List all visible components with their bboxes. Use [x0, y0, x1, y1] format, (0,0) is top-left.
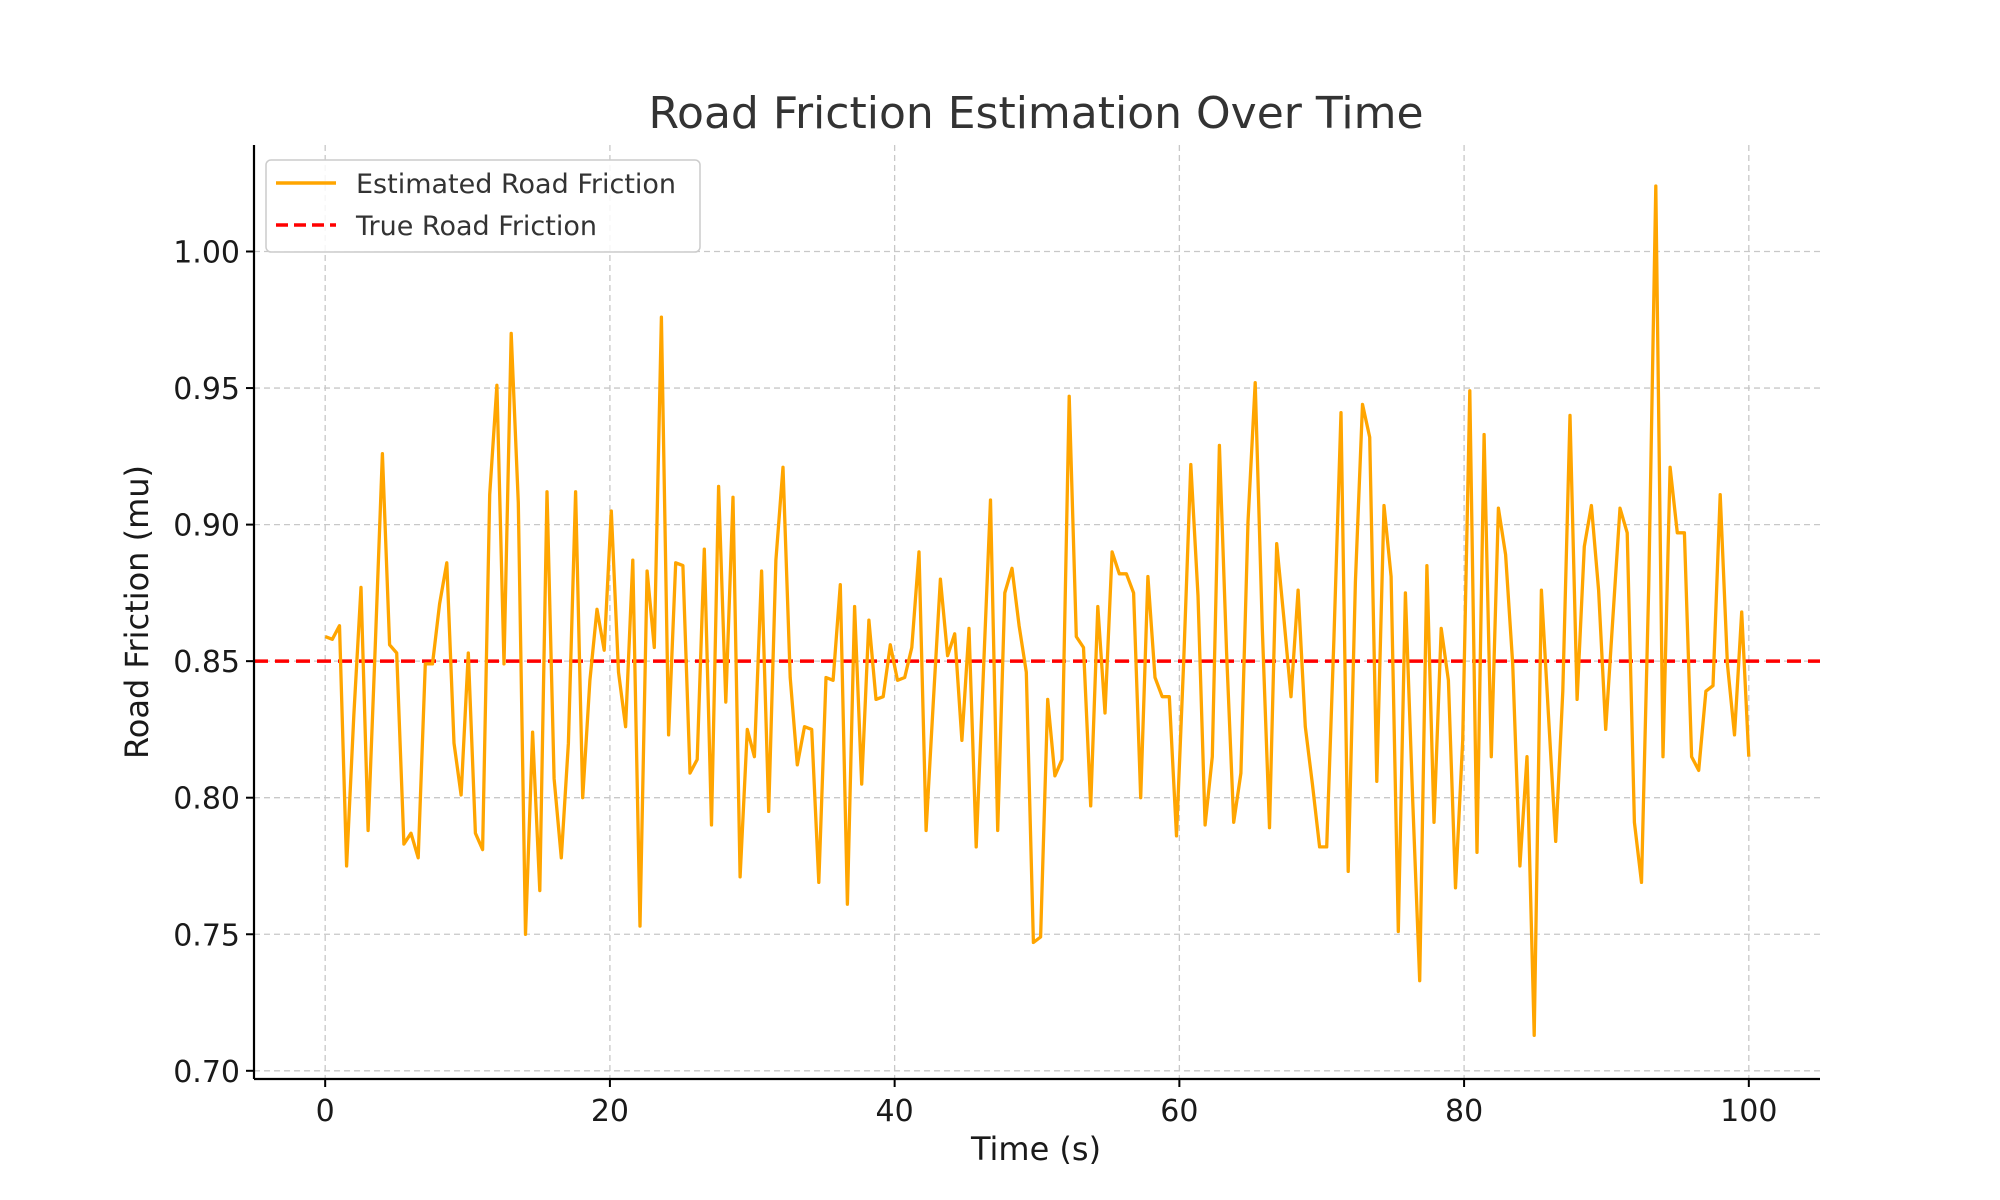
legend: Estimated Road Friction True Road Fricti… [265, 159, 701, 253]
y-tick-label: 0.95 [173, 372, 240, 407]
x-tick-label: 100 [1720, 1094, 1777, 1129]
x-axis-title: Time (s) [970, 1130, 1101, 1168]
x-tick-label: 60 [1160, 1094, 1198, 1129]
series-layer [254, 184, 1820, 1037]
y-tick-label: 0.75 [173, 918, 240, 953]
series-estimated-road-friction [324, 184, 1751, 1037]
x-tick-label: 0 [316, 1094, 335, 1129]
legend-box [265, 159, 701, 253]
y-tick-label: 0.80 [173, 782, 240, 817]
x-tick-label: 80 [1445, 1094, 1483, 1129]
y-tick-label: 0.90 [173, 509, 240, 544]
chart-title: Road Friction Estimation Over Time [648, 88, 1423, 139]
x-axis-ticks: 0 20 40 60 80 100 [316, 1079, 1777, 1129]
y-axis-ticks: 0.70 0.75 0.80 0.85 0.90 0.95 1.00 [173, 236, 254, 1090]
y-tick-label: 1.00 [173, 236, 240, 271]
x-tick-label: 40 [876, 1094, 914, 1129]
legend-label-estimated: Estimated Road Friction [356, 169, 676, 200]
legend-label-true: True Road Friction [355, 211, 597, 242]
x-tick-label: 20 [591, 1094, 629, 1129]
y-tick-label: 0.70 [173, 1055, 240, 1090]
y-axis-title: Road Friction (mu) [118, 465, 156, 759]
y-tick-label: 0.85 [173, 645, 240, 680]
